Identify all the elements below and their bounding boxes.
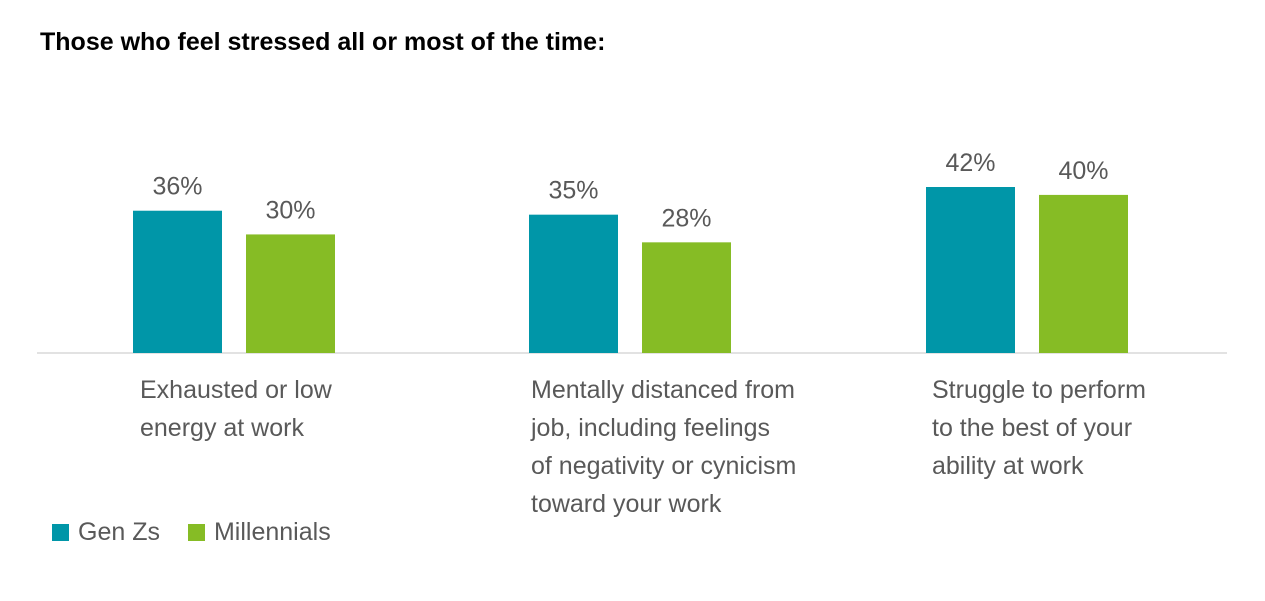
- data-label-millennials-mentally-distanced: 28%: [661, 204, 711, 232]
- bar-millennials-exhausted: [246, 234, 335, 353]
- legend-item-gen-zs: Gen Zs: [52, 518, 160, 547]
- legend: Gen Zs Millennials: [52, 518, 359, 547]
- bar-millennials-struggle: [1039, 194, 1128, 353]
- category-label-line: energy at work: [140, 414, 304, 442]
- bar-millennials-mentally-distanced: [642, 242, 731, 353]
- legend-label-gen-zs: Gen Zs: [78, 518, 160, 546]
- category-label-struggle: Struggle to perform to the best of your ab…: [932, 371, 1265, 485]
- category-label-line: Struggle to perform: [932, 376, 1146, 404]
- legend-label-millennials: Millennials: [213, 518, 331, 546]
- category-label-mentally-distanced: Mentally distanced from job, including fe…: [531, 371, 871, 523]
- category-label-line: Mentally distanced from: [531, 376, 796, 404]
- legend-swatch-millennials: [187, 524, 205, 541]
- data-label-millennials-struggle: 40%: [1058, 157, 1108, 185]
- bar-gen-zs-struggle: [926, 187, 1015, 353]
- data-label-millennials-exhausted: 30%: [265, 196, 315, 224]
- category-label-line: ability at work: [932, 452, 1084, 480]
- category-label-exhausted: Exhausted or low energy at work: [140, 371, 480, 447]
- data-label-gen-zs-mentally-distanced: 35%: [548, 177, 598, 205]
- category-label-line: toward your work: [531, 490, 722, 518]
- bar-gen-zs-mentally-distanced: [529, 214, 618, 353]
- category-label-line: of negativity or cynicism: [531, 452, 797, 480]
- data-label-gen-zs-struggle: 42%: [945, 149, 995, 177]
- chart-title: Those who feel stressed all or most of t…: [40, 28, 606, 56]
- category-label-line: job, including feelings: [531, 414, 771, 442]
- data-label-gen-zs-exhausted: 36%: [152, 173, 202, 201]
- legend-item-millennials: Millennials: [187, 518, 331, 547]
- category-label-line: Exhausted or low: [140, 376, 332, 404]
- legend-swatch-gen-zs: [52, 524, 69, 541]
- bar-gen-zs-exhausted: [133, 210, 222, 353]
- category-label-line: to the best of your: [932, 414, 1133, 442]
